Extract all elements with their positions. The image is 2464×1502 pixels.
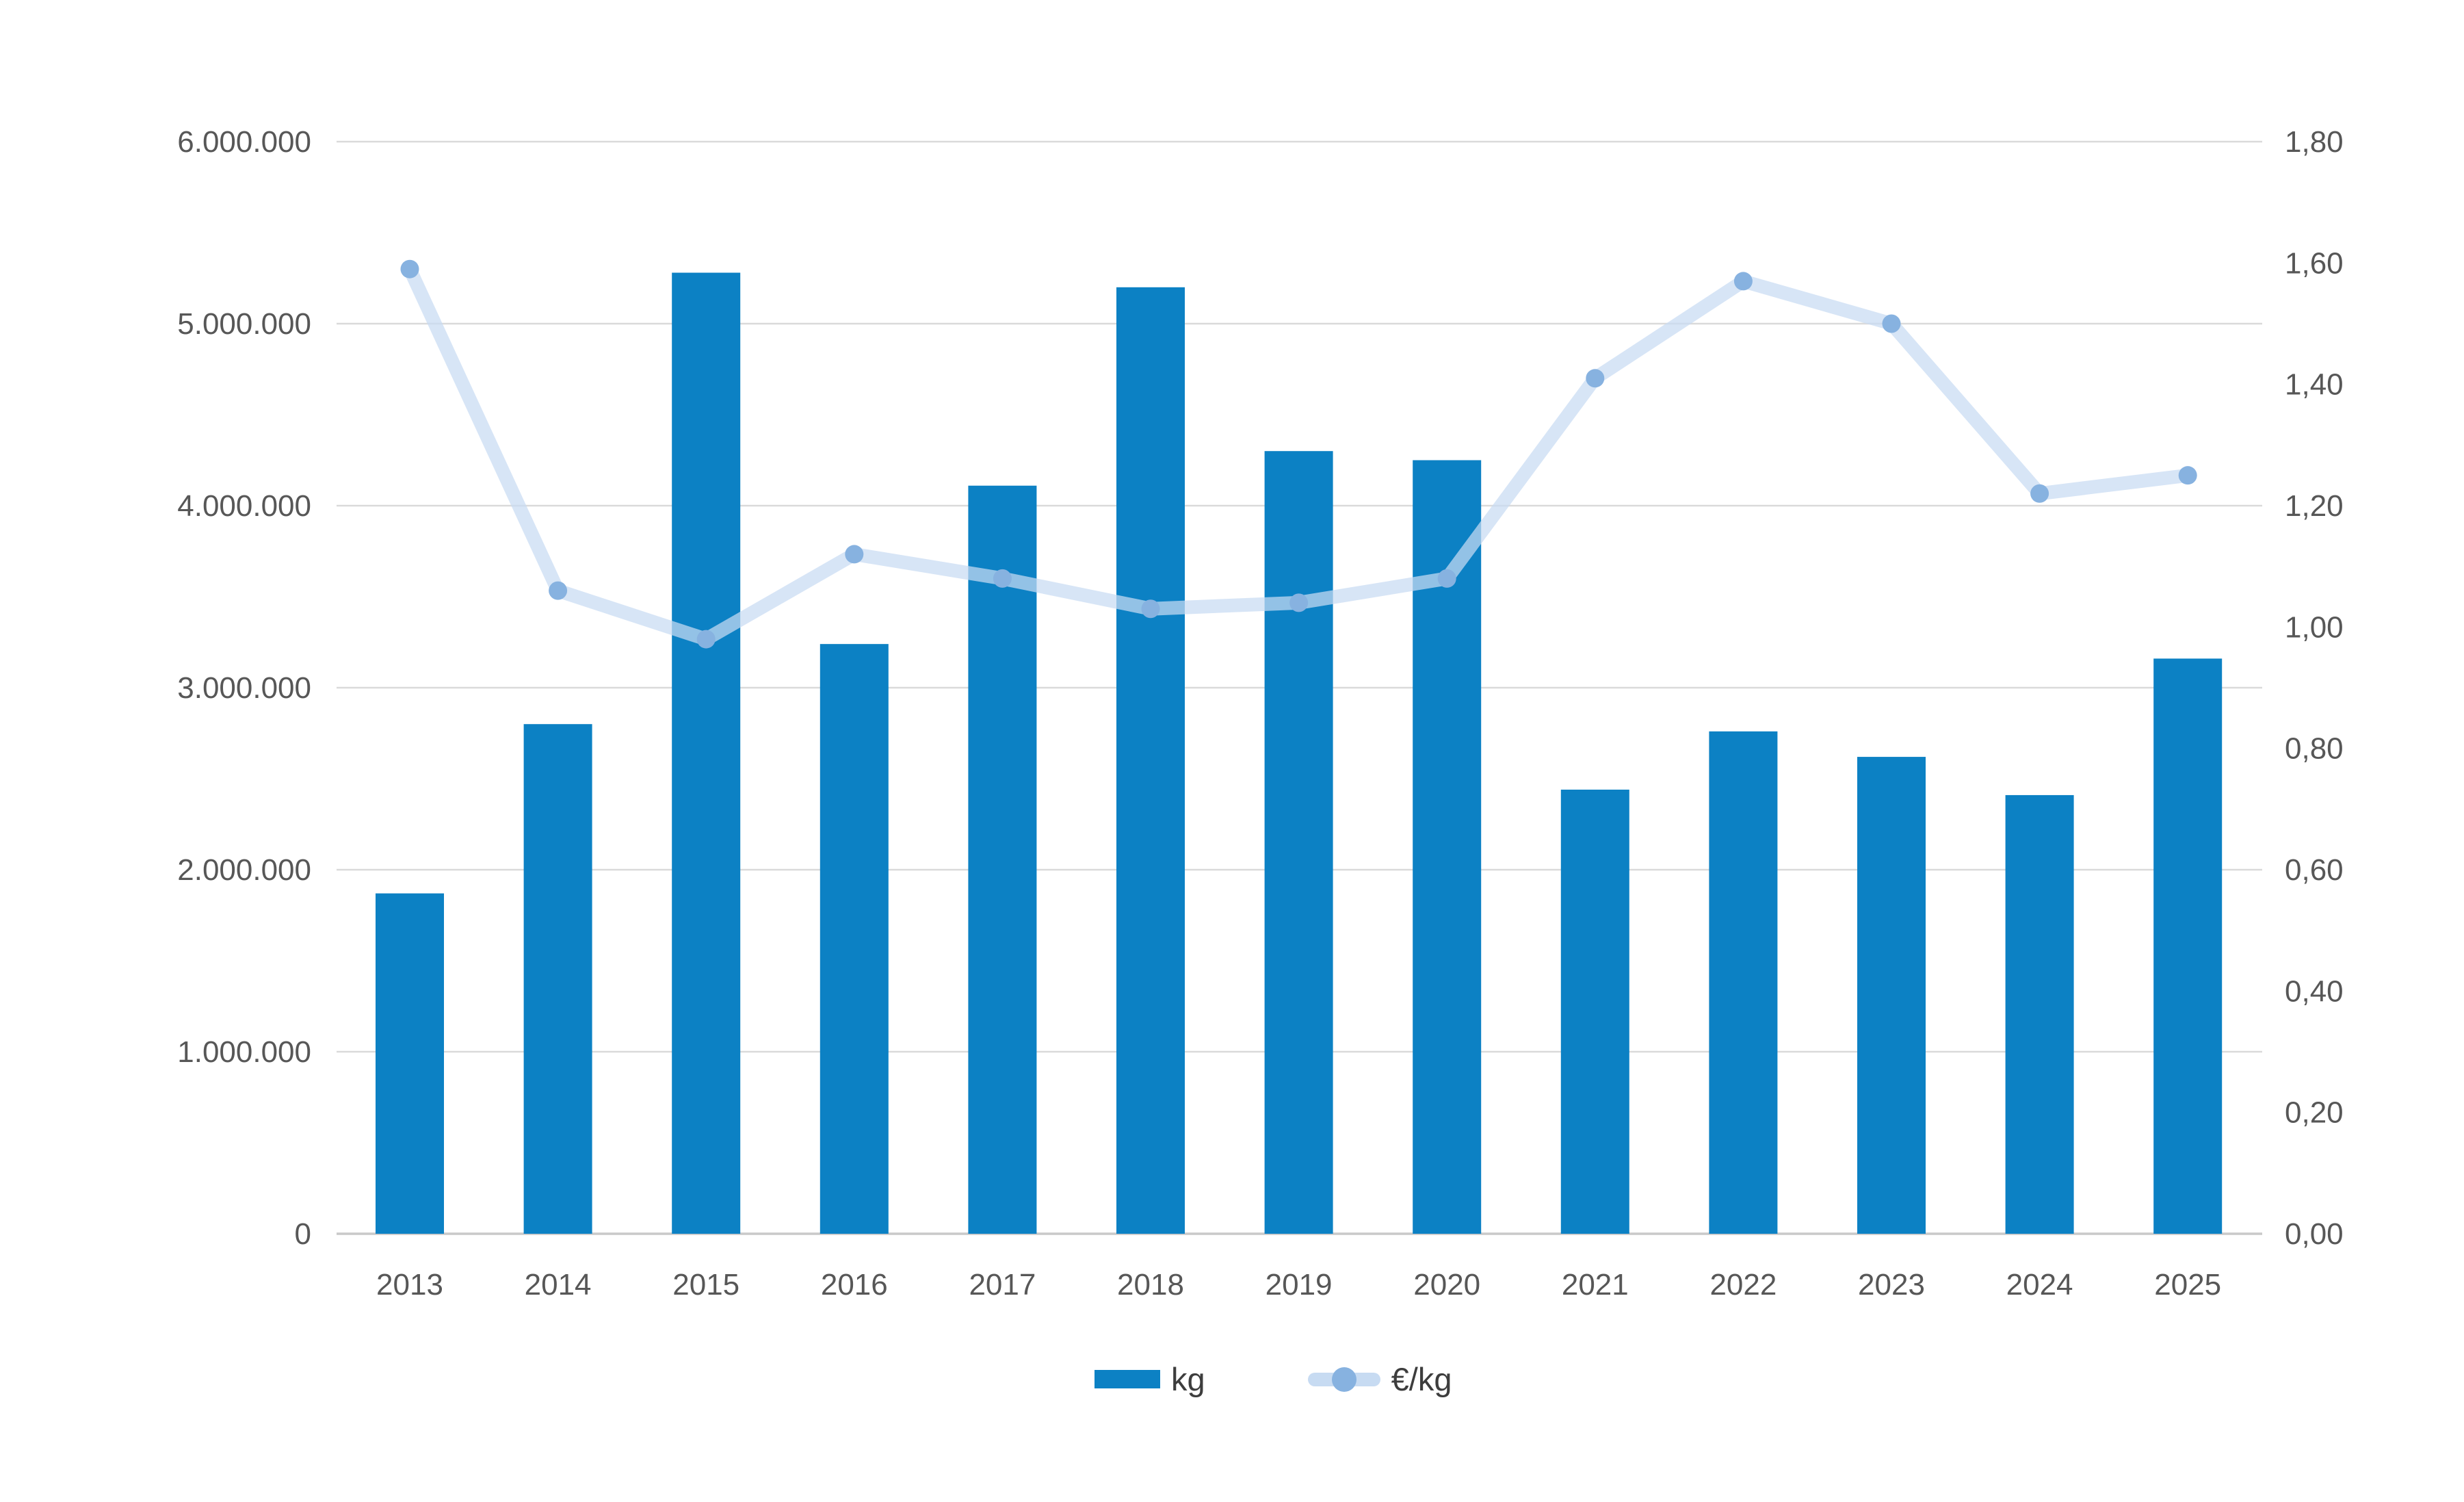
x-axis-label-2018: 2018 <box>1117 1268 1184 1302</box>
x-axis-label-2013: 2013 <box>376 1268 443 1302</box>
bar-2015[interactable] <box>672 272 741 1234</box>
legend: kg €/kg <box>1095 1363 1452 1395</box>
right-axis-tick-label: 0,60 <box>2285 853 2344 887</box>
x-axis-label-2025: 2025 <box>2154 1268 2221 1302</box>
line-point-2015[interactable] <box>696 630 716 649</box>
bar-2025[interactable] <box>2153 658 2223 1234</box>
line-point-2025[interactable] <box>2178 466 2197 485</box>
line-point-2021[interactable] <box>1586 369 1605 388</box>
line-point-2017[interactable] <box>993 569 1012 588</box>
legend-item-kg[interactable]: kg <box>1095 1363 1205 1395</box>
right-axis-tick-label: 1,20 <box>2285 489 2344 523</box>
x-axis-label-2014: 2014 <box>525 1268 592 1302</box>
x-axis-label-2024: 2024 <box>2006 1268 2073 1302</box>
left-axis-tick-label: 6.000.000 <box>177 125 311 159</box>
right-axis-tick-label: 1,00 <box>2285 610 2344 644</box>
line-point-2016[interactable] <box>845 545 864 564</box>
left-axis-tick-label: 4.000.000 <box>177 489 311 523</box>
right-axis-tick-label: 0,00 <box>2285 1217 2344 1251</box>
line-point-2019[interactable] <box>1289 593 1309 612</box>
bar-2021[interactable] <box>1560 789 1629 1234</box>
eur-kg-dot-icon <box>1331 1367 1356 1392</box>
x-axis-label-2022: 2022 <box>1709 1268 1777 1302</box>
bar-2019[interactable] <box>1264 451 1333 1234</box>
kg-bar-swatch-icon <box>1095 1370 1160 1388</box>
x-axis-label-2017: 2017 <box>969 1268 1036 1302</box>
bar-2017[interactable] <box>968 485 1037 1234</box>
right-axis-tick-label: 1,80 <box>2285 125 2344 159</box>
left-axis-tick-label: 1.000.000 <box>177 1035 311 1069</box>
bar-2013[interactable] <box>376 893 444 1234</box>
right-axis-tick-label: 0,80 <box>2285 732 2344 766</box>
legend-item-eur-kg[interactable]: €/kg <box>1307 1361 1452 1397</box>
line-point-2023[interactable] <box>1882 314 1901 333</box>
x-axis-label-2019: 2019 <box>1266 1268 1333 1302</box>
left-axis-tick-label: 5.000.000 <box>177 307 311 341</box>
x-axis-label-2016: 2016 <box>821 1268 888 1302</box>
right-axis-tick-label: 1,60 <box>2285 246 2344 280</box>
left-axis-tick-label: 0 <box>295 1217 311 1251</box>
right-axis-tick-label: 0,40 <box>2285 974 2344 1008</box>
line-point-2018[interactable] <box>1141 599 1160 619</box>
line-point-2013[interactable] <box>400 259 419 279</box>
x-axis-label-2020: 2020 <box>1413 1268 1480 1302</box>
line-point-2022[interactable] <box>1733 272 1753 291</box>
line-point-2024[interactable] <box>2030 484 2049 503</box>
left-axis-tick-label: 3.000.000 <box>177 671 311 705</box>
right-axis-tick-label: 0,20 <box>2285 1096 2344 1130</box>
line-point-2020[interactable] <box>1437 569 1456 588</box>
bar-2014[interactable] <box>523 724 592 1234</box>
bar-2024[interactable] <box>2005 794 2074 1234</box>
bar-2018[interactable] <box>1116 287 1185 1234</box>
bar-2023[interactable] <box>1857 757 1926 1234</box>
bar-2016[interactable] <box>820 644 889 1234</box>
legend-kg-label: kg <box>1171 1361 1205 1397</box>
x-axis-label-2021: 2021 <box>1562 1268 1629 1302</box>
left-axis-tick-label: 2.000.000 <box>177 853 311 887</box>
bar-2022[interactable] <box>1709 731 1778 1234</box>
x-axis-label-2023: 2023 <box>1858 1268 1925 1302</box>
legend-eur-kg-label: €/kg <box>1391 1361 1452 1397</box>
right-axis-tick-label: 1,40 <box>2285 368 2344 402</box>
x-axis-label-2015: 2015 <box>672 1268 739 1302</box>
eur-kg-line-swatch-icon <box>1307 1367 1380 1392</box>
line-point-2014[interactable] <box>549 581 568 600</box>
